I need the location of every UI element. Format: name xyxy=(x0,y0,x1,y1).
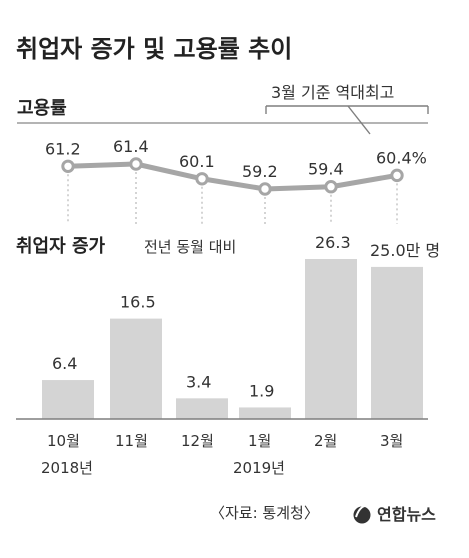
employment-growth-label: 26.3 xyxy=(315,233,351,252)
employment-rate-point xyxy=(390,168,404,183)
employment-rate-point xyxy=(324,180,338,194)
category-label: 2월 xyxy=(314,432,337,450)
employment-growth-bar xyxy=(110,318,162,419)
employment-growth-bar xyxy=(305,259,357,419)
year-label-2019: 2019년 xyxy=(233,459,285,477)
category-axis: 10월 11월 12월 1월 2월 3월 xyxy=(47,432,403,450)
source-label: 〈자료: 통계청〉 xyxy=(210,504,319,522)
employment-rate-label: 60.1 xyxy=(179,152,215,171)
logo-mark-stroke xyxy=(355,504,371,518)
category-label: 11월 xyxy=(115,432,148,450)
employment-growth-label: 16.5 xyxy=(120,293,156,312)
employment-growth-bar xyxy=(176,398,228,419)
employment-rate-series: 61.2 61.4 60.1 59.2 59.4 60.4% xyxy=(45,137,427,224)
employment-rate-label: 61.2 xyxy=(45,139,81,158)
employment-rate-point xyxy=(129,157,143,171)
employment-rate-label: 60.4% xyxy=(376,148,427,167)
employment-rate-point xyxy=(195,172,209,186)
category-label: 3월 xyxy=(380,432,403,450)
category-label: 12월 xyxy=(181,432,214,450)
employment-growth-bar xyxy=(42,380,94,419)
employment-rate-label: 59.2 xyxy=(242,162,278,181)
employment-rate-label: 61.4 xyxy=(113,137,149,156)
year-label-2018: 2018년 xyxy=(41,459,93,477)
category-label: 1월 xyxy=(248,432,271,450)
category-label: 10월 xyxy=(47,432,80,450)
employment-growth-series: 6.4 16.5 3.4 1.9 26.3 25.0만 명 xyxy=(42,233,440,419)
employment-growth-bar xyxy=(371,266,423,419)
employment-growth-title: 취업자 증가 xyxy=(16,236,106,257)
logo-text: 연합뉴스 xyxy=(377,505,436,524)
employment-rate-callout: 3월 기준 역대최고 xyxy=(271,83,394,102)
employment-growth-label: 25.0만 명 xyxy=(370,241,440,260)
employment-growth-label: 6.4 xyxy=(52,354,77,373)
employment-growth-bar xyxy=(239,407,291,419)
main-title: 취업자 증가 및 고용률 추이 xyxy=(16,35,292,63)
employment-rate-label: 59.4 xyxy=(308,160,344,179)
employment-rate-point xyxy=(258,182,272,196)
yonhap-logo: 연합뉴스 xyxy=(353,504,436,524)
employment-growth-label: 3.4 xyxy=(186,372,211,391)
employment-growth-label: 1.9 xyxy=(249,381,274,400)
callout-pointer xyxy=(347,105,371,135)
employment-rate-title: 고용률 xyxy=(17,98,67,119)
employment-rate-line xyxy=(65,161,400,192)
employment-rate-point xyxy=(61,159,75,173)
employment-growth-subtitle: 전년 동월 대비 xyxy=(144,238,236,256)
